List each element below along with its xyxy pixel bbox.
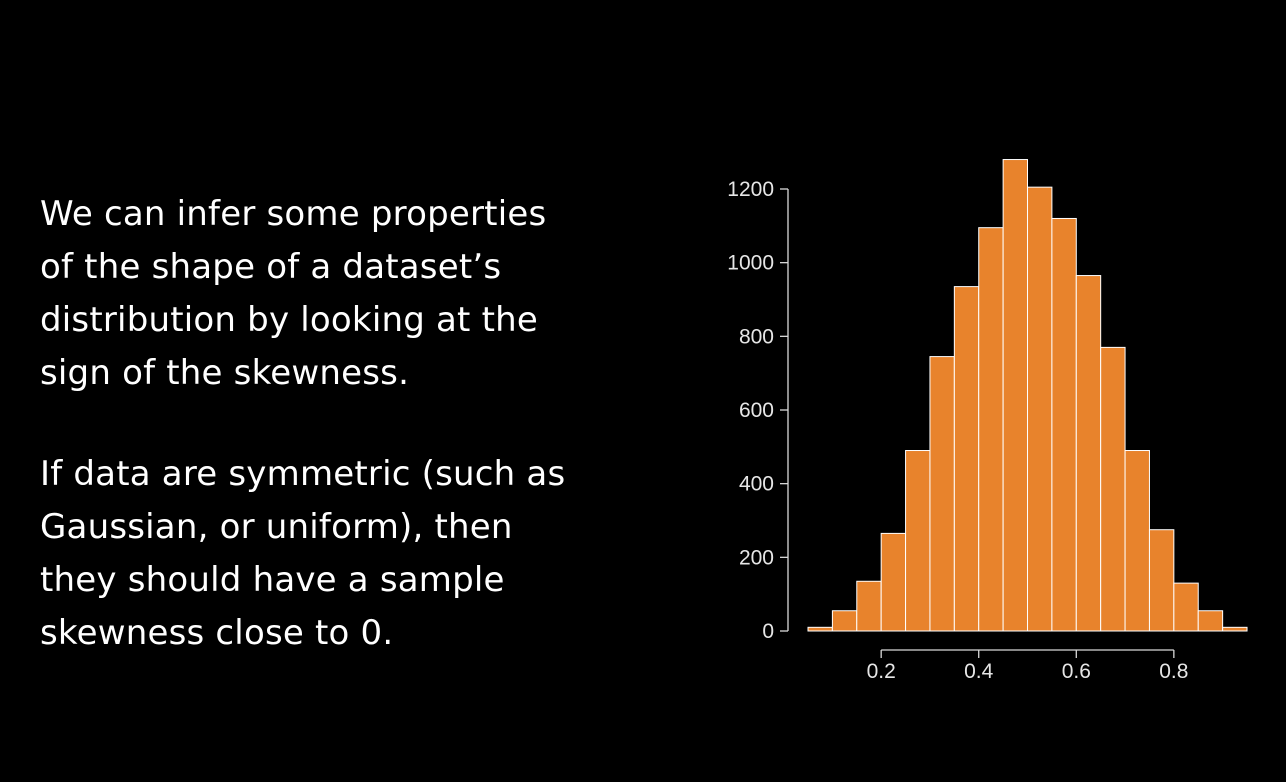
histogram-bar — [978, 227, 1004, 632]
text-line: they should have a sample — [40, 560, 505, 600]
y-axis: 0 200 400 600 800 1000 1200 — [727, 178, 789, 643]
histogram-bar — [880, 532, 907, 632]
histogram-bar — [905, 450, 931, 632]
text-line: distribution by looking at the — [40, 300, 538, 340]
histogram-bar — [953, 286, 980, 632]
histogram-bar — [1148, 529, 1175, 632]
histogram-bar — [1027, 186, 1053, 632]
histogram-bar — [1100, 346, 1126, 632]
x-axis: 0.2 0.4 0.6 0.8 — [867, 649, 1188, 683]
histogram-bar — [1222, 626, 1248, 632]
text-line: We can infer some properties — [40, 194, 547, 234]
y-tick-label: 0 — [762, 620, 774, 643]
histogram-bar — [831, 610, 858, 632]
x-tick-label: 0.6 — [1062, 660, 1091, 683]
x-tick-label: 0.8 — [1159, 660, 1188, 683]
text-line: of the shape of a dataset’s — [40, 247, 502, 287]
histogram-chart: 0 200 400 600 800 1000 1200 0.2 0.4 0.6 0.8 — [727, 159, 1248, 683]
histogram-bar — [929, 356, 955, 632]
histogram-bar — [1002, 159, 1029, 632]
histogram-bar — [1197, 610, 1224, 632]
histogram-bar — [1075, 275, 1102, 632]
y-tick-label: 600 — [739, 399, 774, 422]
y-tick-label: 1200 — [727, 178, 774, 201]
text-line: If data are symmetric (such as — [40, 454, 566, 494]
histogram-bar — [856, 580, 882, 632]
x-tick-label: 0.4 — [964, 660, 994, 683]
text-line: skewness close to 0. — [40, 613, 394, 653]
histogram-bar — [1124, 450, 1150, 632]
paragraph-symmetric-data: If data are symmetric (such as Gaussian,… — [40, 448, 640, 660]
x-tick-label: 0.2 — [867, 660, 896, 683]
y-tick-label: 400 — [739, 473, 774, 496]
text-line: sign of the skewness. — [40, 353, 410, 393]
y-tick-label: 200 — [739, 546, 774, 569]
y-tick-label: 800 — [739, 325, 774, 348]
y-tick-label: 1000 — [727, 252, 774, 275]
histogram-bar — [1051, 217, 1077, 632]
paragraph-skewness-sign: We can infer some properties of the shap… — [40, 188, 640, 400]
histogram-bars — [807, 159, 1248, 632]
histogram-bar — [807, 626, 833, 632]
text-line: Gaussian, or uniform), then — [40, 507, 513, 547]
histogram-bar — [1173, 582, 1199, 632]
